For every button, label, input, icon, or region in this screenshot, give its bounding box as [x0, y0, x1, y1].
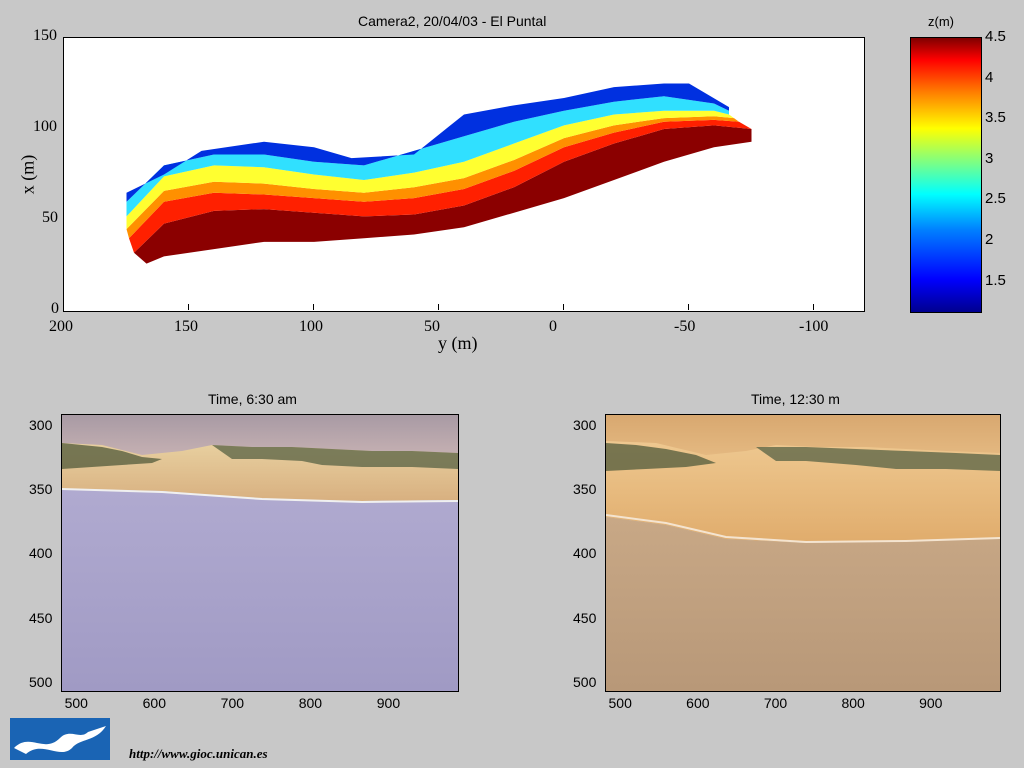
photo-x-tick-label: 900 [919, 695, 943, 711]
photo-x-tick-label: 600 [686, 695, 710, 711]
photo-y-tick-label: 300 [573, 416, 597, 433]
beach-photo-morning [62, 415, 458, 691]
x-tick-label: 0 [549, 318, 557, 335]
photo-x-tick-label: 500 [64, 695, 88, 711]
x-tick-mark [438, 304, 439, 310]
photo-y-tick-label: 400 [573, 545, 597, 562]
colorbar-tick-label: 4.5 [985, 28, 1006, 45]
photo-y-tick-label: 350 [573, 480, 597, 497]
y-tick-label: 50 [42, 209, 58, 226]
y-tick-label: 100 [33, 118, 57, 135]
y-tick-label: 0 [51, 300, 59, 317]
footer-url[interactable]: http://www.gioc.unican.es [129, 746, 268, 761]
photo-y-tick-label: 500 [573, 673, 597, 690]
main-plot-area [63, 37, 865, 312]
camera-photo-6-30 [61, 414, 459, 692]
gioc-logo [10, 718, 110, 760]
x-tick-mark [188, 304, 189, 310]
x-tick-label: -50 [674, 318, 696, 335]
y-axis-label: x (m) [17, 154, 38, 195]
photo-y-tick-label: 450 [573, 609, 597, 626]
camera-photo-12-30 [605, 414, 1001, 692]
y-tick-label: 150 [33, 27, 57, 44]
main-plot-title: Camera2, 20/04/03 - El Puntal [358, 13, 547, 29]
photo-y-tick-label: 350 [29, 480, 53, 497]
photo-y-tick-label: 400 [29, 545, 53, 562]
colorbar-tick-label: 2.5 [985, 190, 1006, 208]
x-tick-mark [563, 304, 564, 310]
beach-photo-noon [606, 415, 1000, 691]
photo-x-tick-label: 700 [763, 695, 788, 711]
colorbar-tick-label: 3 [985, 149, 994, 167]
photo-x-tick-label: 900 [376, 695, 401, 711]
x-tick-label: 150 [174, 318, 198, 335]
photo-y-tick-label: 450 [29, 609, 53, 626]
contour-svg [126, 83, 752, 264]
x-tick-mark [313, 304, 314, 310]
contour-band-3 [126, 110, 734, 230]
photo-x-tick-label: 800 [841, 695, 865, 711]
photo2-title: Time, 12:30 m [751, 391, 840, 407]
x-tick-label: 100 [299, 318, 323, 335]
contour-band-0 [134, 125, 752, 264]
photo-x-tick-label: 500 [608, 695, 632, 711]
x-tick-label: -100 [799, 318, 829, 335]
colorbar-tick-label: 1.5 [985, 271, 1006, 289]
photo-y-tick-label: 300 [29, 416, 53, 433]
photo-x-tick-label: 600 [142, 695, 166, 711]
photo-y-tick-label: 500 [29, 673, 53, 690]
x-axis-label: y (m) [438, 333, 478, 353]
colorbar [910, 37, 982, 313]
colorbar-label: z(m) [928, 14, 954, 29]
x-tick-mark [813, 304, 814, 310]
colorbar-tick-label: 4 [985, 68, 994, 86]
photo-x-tick-label: 700 [220, 695, 245, 711]
contour-band-5 [126, 83, 729, 202]
contour-band-4 [126, 96, 729, 217]
x-tick-label: 50 [424, 318, 440, 335]
colorbar-tick-label: 3.5 [985, 109, 1006, 127]
x-tick-label: 200 [49, 318, 73, 335]
photo1-title: Time, 6:30 am [208, 391, 297, 407]
waves-icon [14, 726, 106, 754]
x-tick-mark [63, 304, 64, 310]
photo-x-tick-label: 800 [298, 695, 323, 711]
x-tick-mark [688, 304, 689, 310]
colorbar-tick-label: 2 [985, 230, 994, 248]
